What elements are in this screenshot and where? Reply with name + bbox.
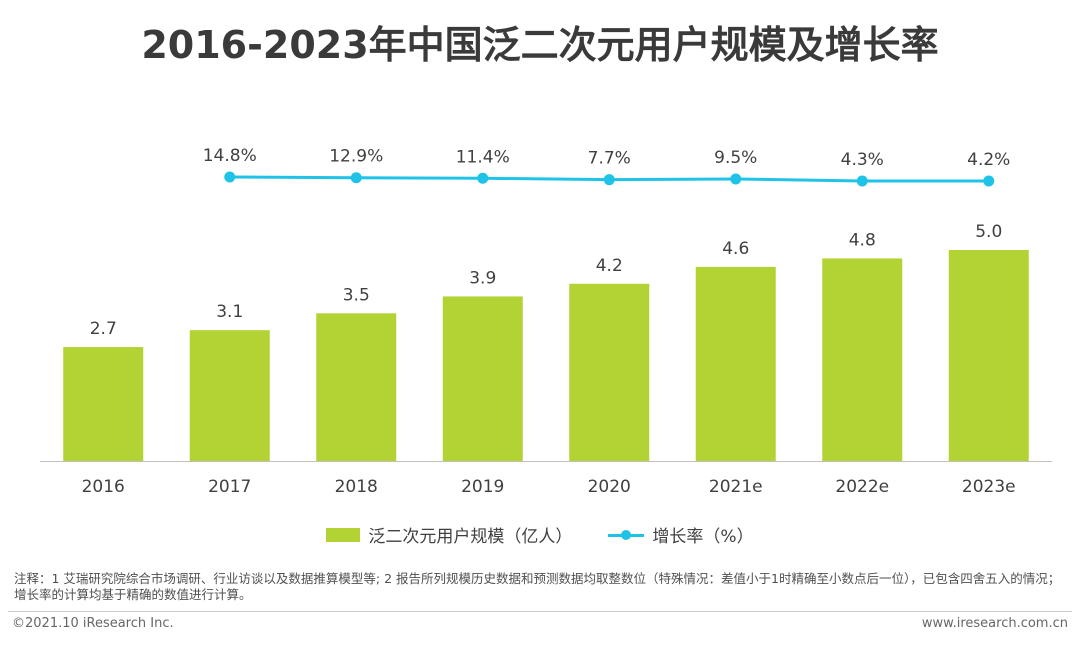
rate-label-2020: 7.7% [588,149,631,169]
bar-value-labels: 2.7 3.1 3.5 3.9 4.2 4.6 4.8 5.0 [90,222,1003,339]
bar-2023e [948,250,1029,461]
rate-point-2018 [350,172,362,184]
bar-label-2016: 2.7 [90,319,117,339]
legend-line-marker [608,528,645,542]
x-tick-2023e: 2023e [962,477,1016,497]
bar-label-2021e: 4.6 [722,239,749,259]
chart-legend: 泛二次元用户规模（亿人） 增长率（%） [0,522,1080,547]
legend-item-line: 增长率（%） [608,522,754,547]
rate-point-2017 [224,171,236,183]
bar-2016 [63,347,144,461]
bar-label-2018: 3.5 [343,285,370,305]
rate-label-2023e: 4.2% [967,150,1010,170]
legend-line-label: 增长率（%） [652,527,754,547]
bar-2020 [569,283,650,461]
rate-label-2022e: 4.3% [841,150,884,170]
x-tick-2021e: 2021e [709,477,763,497]
x-tick-2020: 2020 [588,477,631,497]
rate-point-2020 [603,174,615,186]
footer-divider [8,611,1072,612]
rate-point-2019 [477,172,489,184]
combo-chart: 2.73.13.53.94.24.6 4.8 5.0 2016 2017 2018 201… [40,146,1052,497]
bar-2019 [442,296,523,461]
website-link[interactable]: www.iresearch.com.cn [921,616,1068,631]
page-title: 2016-2023年中国泛二次元用户规模及增长率 [141,23,939,67]
bar-label-2023e: 5.0 [975,222,1002,242]
bar-label-2020: 4.2 [596,256,623,276]
bar-2018 [316,313,397,461]
legend-bar-label: 泛二次元用户规模（亿人） [368,527,573,547]
rate-point-2023e [983,175,995,187]
x-axis-tick-labels: 2016 2017 2018 2019 2020 2021e 2022e 2023e [82,477,1016,497]
bar-2021e [695,266,776,461]
bar-2017 [189,330,270,461]
legend-item-bar: 泛二次元用户规模（亿人） [326,522,572,547]
growth-rate-series [224,171,995,187]
bar-label-2019: 3.9 [469,268,496,288]
x-tick-2018: 2018 [335,477,378,497]
rate-point-2022e [856,175,868,187]
legend-bar-swatch [326,527,361,542]
growth-rate-labels: 14.8% 12.9% 11.4% 7.7% 9.5% 4.3% 4.2% [203,146,1011,170]
rate-point-2021e [730,173,742,185]
bar-series [63,250,1029,461]
rate-label-2018: 12.9% [329,147,383,167]
bar-2022e [822,258,903,461]
rate-label-2017: 14.8% [203,146,257,166]
x-tick-2022e: 2022e [835,477,889,497]
rate-label-2021e: 9.5% [714,148,757,168]
x-tick-2016: 2016 [82,477,125,497]
x-tick-2017: 2017 [208,477,251,497]
rate-label-2019: 11.4% [456,147,510,167]
x-tick-2019: 2019 [461,477,504,497]
footnote: 注释：1 艾瑞研究院综合市场调研、行业访谈以及数据推算模型等; 2 报告所列规模… [14,571,1061,602]
bar-label-2022e: 4.8 [849,230,876,250]
copyright-text: ©2021.10 iResearch Inc. [12,616,174,631]
bar-label-2017: 3.1 [216,302,243,322]
